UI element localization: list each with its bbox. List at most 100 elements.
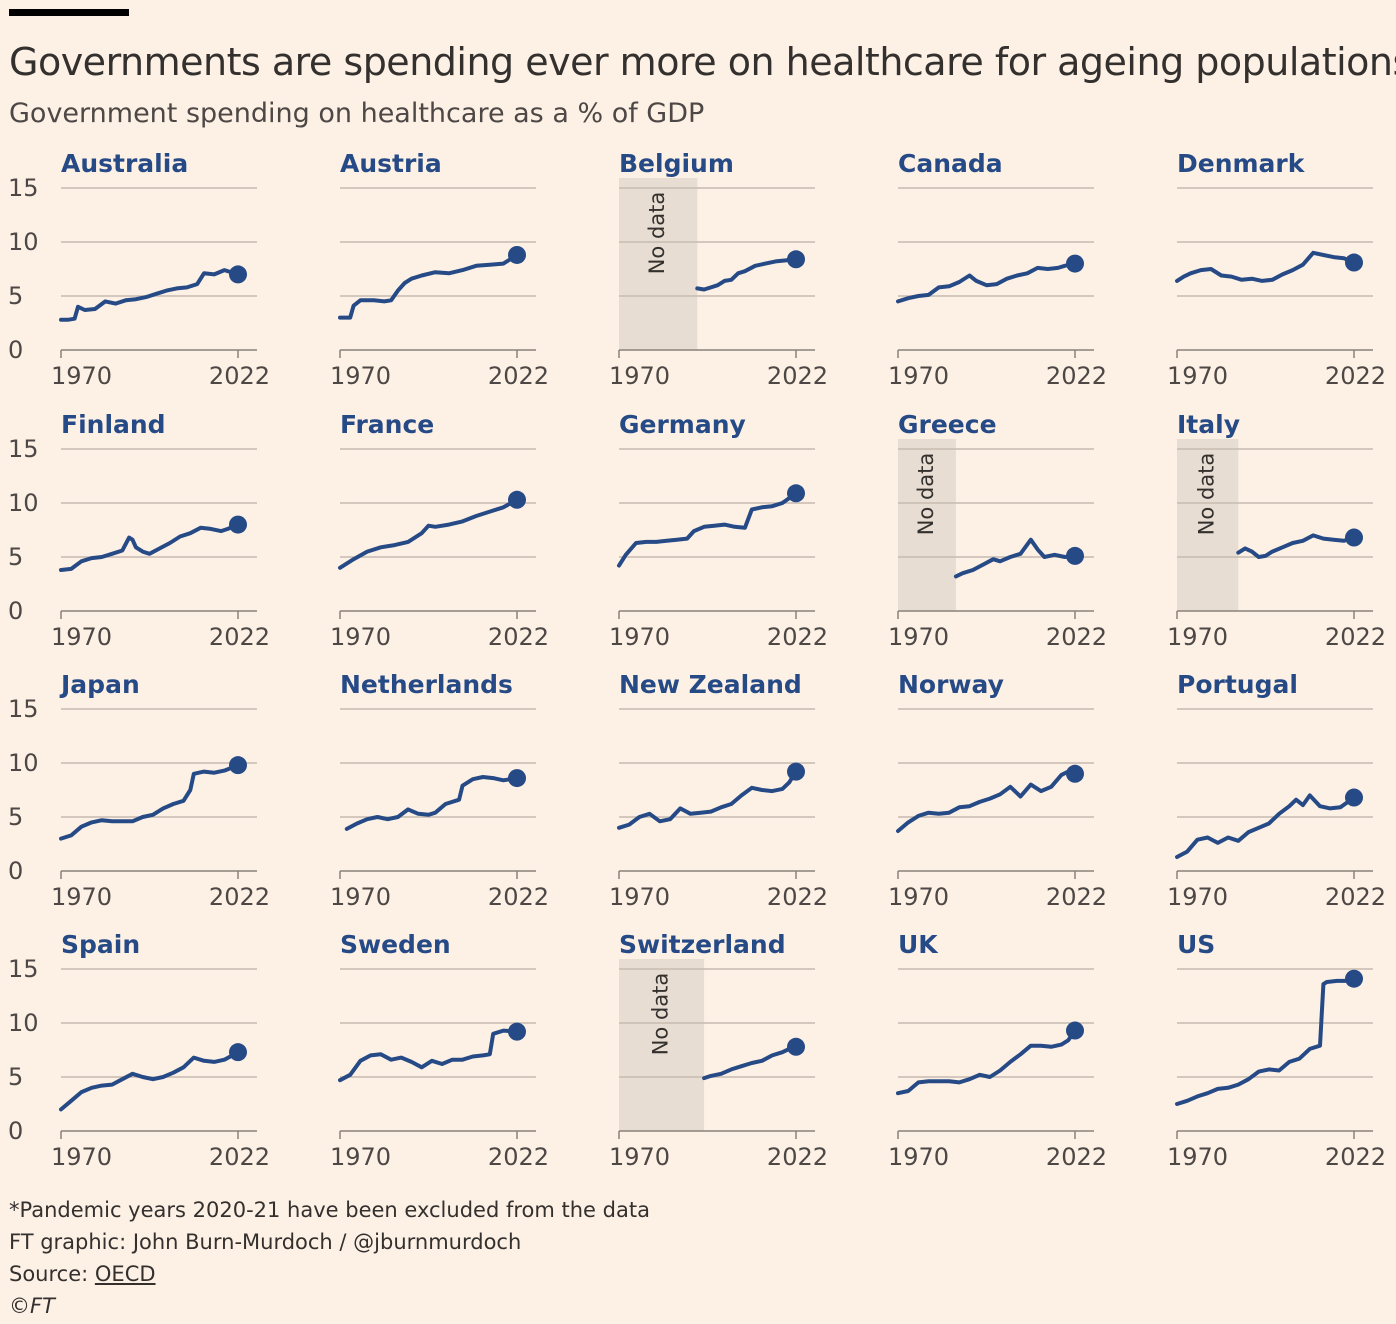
panel-greece: No data Greece 1970 2022 — [888, 410, 1107, 651]
panel-title-denmark: Denmark — [1177, 149, 1306, 178]
end-point-us — [1345, 969, 1363, 988]
y-tick-label-10-r3: 10 — [8, 1009, 39, 1037]
series-line-new-zealand — [617, 769, 798, 830]
chart-subtitle: Government spending on healthcare as a %… — [9, 98, 705, 129]
panel-title-portugal: Portugal — [1177, 670, 1298, 699]
panel-germany: Germany 1970 2022 — [609, 410, 828, 651]
end-point-finland — [229, 515, 247, 534]
x-tick-label-2022-spain: 2022 — [209, 1143, 270, 1171]
x-tick-label-1970-finland: 1970 — [51, 623, 112, 651]
series-line-canada — [896, 261, 1077, 304]
panel-title-belgium: Belgium — [619, 149, 734, 178]
no-data-label-belgium: No data — [645, 192, 669, 275]
source-label: Source: — [9, 1262, 95, 1286]
x-tick-label-2022-germany: 2022 — [767, 623, 828, 651]
x-tick-label-2022-canada: 2022 — [1046, 362, 1107, 390]
panel-italy: No data Italy 1970 2022 — [1167, 410, 1386, 651]
panel-portugal: Portugal 1970 2022 — [1167, 670, 1386, 911]
series-line-france — [338, 497, 519, 570]
end-point-japan — [229, 756, 247, 775]
x-tick-label-1970-new-zealand: 1970 — [609, 883, 670, 911]
x-tick-label-1970-us: 1970 — [1167, 1143, 1228, 1171]
series-line-finland — [59, 522, 240, 572]
x-tick-label-1970-australia: 1970 — [51, 362, 112, 390]
panel-title-norway: Norway — [898, 670, 1004, 699]
series-line-belgium — [695, 257, 798, 292]
x-tick-label-1970-belgium: 1970 — [609, 362, 670, 390]
series-line-japan — [59, 763, 240, 841]
series-line-netherlands — [344, 775, 519, 831]
no-data-band-italy — [1177, 439, 1239, 611]
x-tick-label-2022-sweden: 2022 — [488, 1143, 549, 1171]
y-tick-label-10-r1: 10 — [8, 489, 39, 517]
end-point-portugal — [1345, 788, 1363, 807]
x-tick-label-2022-denmark: 2022 — [1325, 362, 1386, 390]
end-point-spain — [229, 1043, 247, 1062]
copyright: ©FT — [9, 1294, 55, 1318]
y-tick-label-0-r1: 0 — [8, 597, 23, 625]
panel-title-france: France — [340, 410, 434, 439]
panel-title-switzerland: Switzerland — [619, 930, 786, 959]
x-tick-label-1970-canada: 1970 — [888, 362, 949, 390]
y-tick-label-15-r0: 15 — [8, 174, 39, 202]
end-point-belgium — [787, 250, 805, 269]
series-line-austria — [338, 253, 519, 320]
panel-title-germany: Germany — [619, 410, 746, 439]
y-tick-label-0-r0: 0 — [8, 336, 23, 364]
x-tick-label-2022-us: 2022 — [1325, 1143, 1386, 1171]
x-tick-label-2022-new-zealand: 2022 — [767, 883, 828, 911]
panel-us: US 1970 2022 — [1167, 930, 1386, 1171]
x-tick-label-2022-netherlands: 2022 — [488, 883, 549, 911]
panel-title-uk: UK — [898, 930, 939, 959]
x-tick-label-2022-switzerland: 2022 — [767, 1143, 828, 1171]
panel-title-finland: Finland — [61, 410, 166, 439]
series-line-spain — [59, 1050, 240, 1112]
x-tick-label-2022-france: 2022 — [488, 623, 549, 651]
end-point-australia — [229, 265, 247, 284]
no-data-band-greece — [898, 439, 956, 611]
y-tick-label-5-r3: 5 — [8, 1063, 23, 1091]
credit: FT graphic: John Burn-Murdoch / @jburnmu… — [9, 1230, 522, 1254]
series-line-portugal — [1175, 793, 1356, 859]
panel-title-austria: Austria — [340, 149, 442, 178]
panel-sweden: Sweden 1970 2022 — [330, 930, 549, 1171]
end-point-austria — [508, 245, 526, 264]
series-line-uk — [896, 1028, 1077, 1096]
panel-title-spain: Spain — [61, 930, 140, 959]
end-point-canada — [1066, 254, 1084, 273]
panel-title-us: US — [1177, 930, 1215, 959]
panel-title-netherlands: Netherlands — [340, 670, 513, 699]
panel-norway: Norway 1970 2022 — [888, 670, 1107, 911]
series-line-switzerland — [702, 1044, 798, 1081]
y-tick-label-15-r3: 15 — [8, 955, 39, 983]
end-point-norway — [1066, 764, 1084, 783]
y-tick-label-15-r2: 15 — [8, 695, 39, 723]
end-point-denmark — [1345, 253, 1363, 272]
panel-title-greece: Greece — [898, 410, 997, 439]
panel-uk: UK 1970 2022 — [888, 930, 1107, 1171]
chart-title: Governments are spending ever more on he… — [9, 40, 1396, 84]
no-data-label-italy: No data — [1195, 453, 1219, 536]
panel-switzerland: No data Switzerland 1970 2022 — [609, 930, 828, 1171]
x-tick-label-2022-belgium: 2022 — [767, 362, 828, 390]
y-tick-label-10-r2: 10 — [8, 749, 39, 777]
y-tick-label-0-r2: 0 — [8, 857, 23, 885]
series-line-sweden — [338, 1028, 519, 1083]
end-point-sweden — [508, 1022, 526, 1041]
end-point-netherlands — [508, 769, 526, 788]
x-tick-label-2022-japan: 2022 — [209, 883, 270, 911]
series-line-germany — [617, 491, 798, 568]
x-tick-label-1970-japan: 1970 — [51, 883, 112, 911]
y-tick-label-0-r3: 0 — [8, 1117, 23, 1145]
source-link[interactable]: OECD — [94, 1262, 156, 1286]
panel-austria: Austria 1970 2022 — [330, 149, 549, 390]
no-data-band-switzerland — [619, 959, 705, 1131]
panel-title-new-zealand: New Zealand — [619, 670, 802, 699]
x-tick-label-1970-switzerland: 1970 — [609, 1143, 670, 1171]
panel-spain: Spain 0 5 10 15 1970 2022 — [8, 930, 270, 1171]
y-tick-label-5-r0: 5 — [8, 282, 23, 310]
end-point-new-zealand — [787, 762, 805, 781]
y-tick-label-10-r0: 10 — [8, 228, 39, 256]
end-point-france — [508, 490, 526, 509]
